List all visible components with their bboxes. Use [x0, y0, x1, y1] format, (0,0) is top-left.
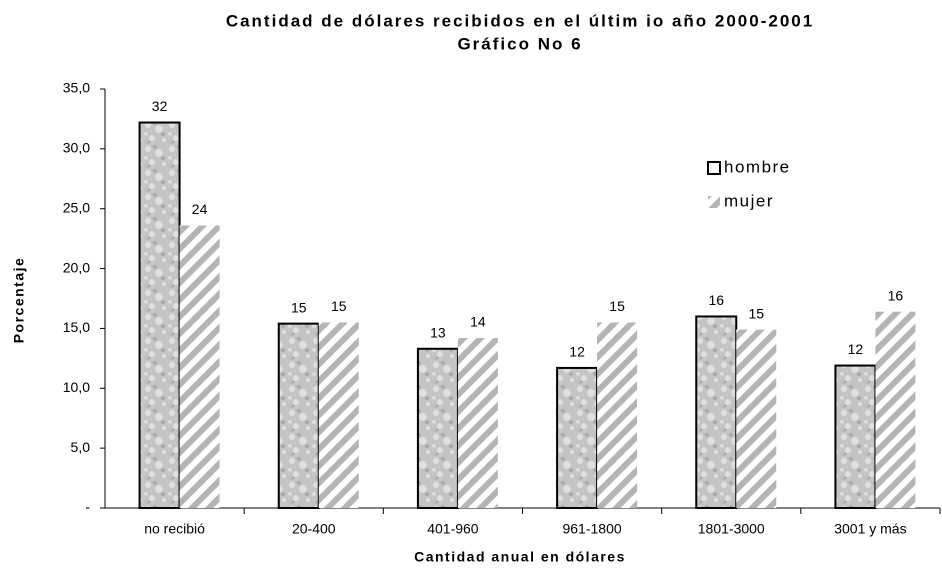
bar	[834, 364, 877, 510]
x-tick-label: 1801-3000	[698, 521, 765, 537]
x-axis-label: Cantidad anual en dólares	[414, 549, 626, 565]
x-tick-label: 3001 y más	[834, 521, 906, 537]
bar	[875, 311, 916, 508]
data-label: 15	[748, 305, 764, 321]
legend-label: mujer	[724, 191, 774, 210]
legend-label: hombre	[724, 157, 791, 176]
bar	[416, 347, 459, 509]
data-label: 16	[708, 292, 724, 308]
y-tick-label: 10,0	[63, 379, 90, 395]
data-label: 32	[152, 98, 168, 114]
y-axis-label: Porcentaje	[11, 257, 27, 344]
legend-swatch	[707, 161, 721, 175]
data-label: 15	[609, 298, 625, 314]
data-label: 24	[192, 201, 208, 217]
bar	[736, 329, 777, 508]
bar	[597, 322, 638, 508]
data-label: 16	[888, 287, 904, 303]
data-label: 13	[430, 324, 446, 340]
data-label: 15	[331, 298, 347, 314]
y-tick-label: 15,0	[63, 319, 90, 335]
x-tick-label: 401-960	[427, 521, 479, 537]
y-tick-label: 35,0	[63, 80, 90, 96]
bar	[457, 338, 498, 508]
legend-swatch	[708, 196, 720, 208]
y-tick-label: -	[85, 499, 90, 515]
bar	[695, 315, 738, 510]
data-label: 14	[470, 314, 486, 330]
chart-subtitle: Gráfico No 6	[457, 34, 582, 53]
data-label: 15	[291, 299, 307, 315]
bar	[179, 225, 220, 508]
y-tick-label: 5,0	[71, 439, 91, 455]
bar	[138, 121, 181, 510]
bar	[318, 322, 359, 508]
x-tick-label: 20-400	[292, 521, 336, 537]
y-tick-label: 20,0	[63, 259, 90, 275]
data-label: 12	[569, 344, 585, 360]
x-tick-label: 961-1800	[562, 521, 621, 537]
y-tick-label: 25,0	[63, 199, 90, 215]
x-tick-label: no recibió	[144, 521, 205, 537]
bar	[277, 322, 320, 510]
data-label: 12	[848, 341, 864, 357]
chart-title: Cantidad de dólares recibidos en el últi…	[226, 11, 814, 30]
y-tick-label: 30,0	[63, 140, 90, 156]
bar	[556, 366, 599, 510]
